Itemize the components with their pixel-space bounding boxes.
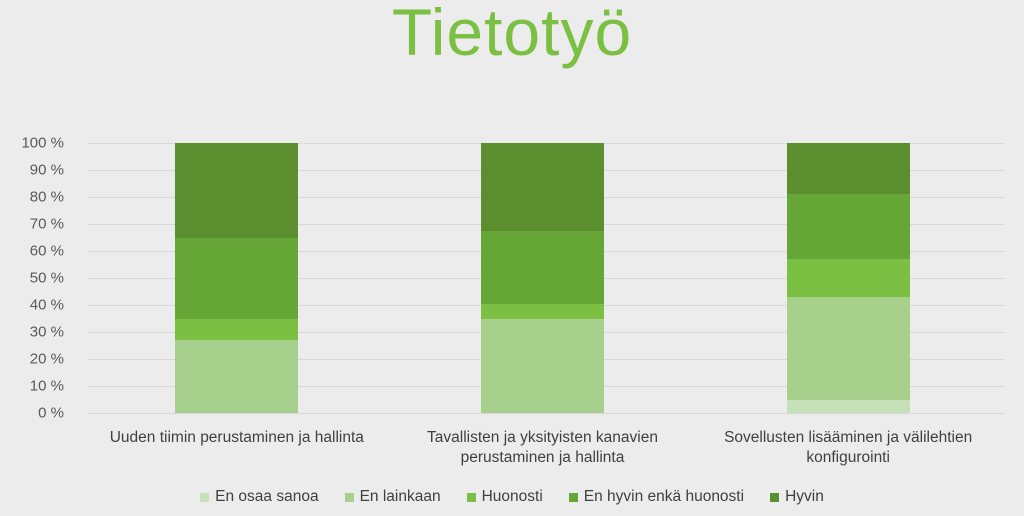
- y-tick-label: 40 %: [29, 296, 64, 314]
- y-tick-label: 70 %: [29, 215, 64, 233]
- bar-segment: [786, 259, 910, 297]
- legend-item: En osaa sanoa: [200, 488, 319, 506]
- bar-segment: [481, 303, 604, 319]
- y-tick-label: 80 %: [29, 188, 64, 206]
- y-tick-label: 90 %: [29, 161, 64, 179]
- stacked-bar: [175, 143, 299, 413]
- bar-segment: [786, 296, 910, 400]
- legend-swatch-icon: [344, 492, 354, 502]
- stacked-bar: [786, 143, 910, 413]
- legend-item: Huonosti: [466, 488, 543, 506]
- y-tick-label: 10 %: [29, 377, 64, 395]
- y-tick-label: 20 %: [29, 350, 64, 368]
- y-tick-label: 50 %: [29, 269, 64, 287]
- bar-segment: [786, 143, 910, 195]
- y-tick-label: 30 %: [29, 323, 64, 341]
- legend-label: En hyvin enkä huonosti: [583, 488, 745, 505]
- x-category-label: Uuden tiimin perustaminen ja hallinta: [109, 429, 364, 446]
- legend-label: Huonosti: [481, 488, 543, 505]
- bar-segment: [175, 318, 299, 341]
- legend-swatch-icon: [466, 492, 476, 502]
- bar-segment: [175, 237, 299, 319]
- bar-segment: [481, 143, 604, 231]
- legend-item: En hyvin enkä huonosti: [568, 488, 745, 506]
- stacked-bar: [481, 143, 604, 413]
- x-category-label: Tavallisten ja yksityisten kanavien perus…: [427, 429, 658, 466]
- legend-swatch-icon: [770, 492, 780, 502]
- bar-segment: [481, 318, 604, 413]
- y-tick-label: 100 %: [21, 134, 64, 152]
- bar-segment: [481, 230, 604, 304]
- legend-label: En lainkaan: [359, 488, 441, 505]
- bar-segment: [786, 194, 910, 260]
- legend-swatch-icon: [568, 492, 578, 502]
- chart-title: Tietotyö: [391, 0, 633, 69]
- legend: En osaa sanoa En lainkaan Huonosti En hyvin…: [0, 488, 1024, 506]
- y-tick-label: 0 %: [38, 404, 64, 422]
- plot-area: [88, 143, 1005, 414]
- legend-label: En osaa sanoa: [215, 488, 319, 505]
- gridline: [88, 413, 1005, 414]
- legend-item: En lainkaan: [344, 488, 441, 506]
- bar-segment: [175, 143, 299, 238]
- legend-swatch-icon: [200, 492, 210, 502]
- y-tick-label: 60 %: [29, 242, 64, 260]
- x-category-label: Sovellusten lisääminen ja välilehtien kon…: [724, 429, 973, 466]
- bar-segment: [786, 399, 910, 413]
- legend-label: Hyvin: [785, 488, 824, 505]
- legend-item: Hyvin: [770, 488, 824, 506]
- bar-segment: [175, 340, 299, 413]
